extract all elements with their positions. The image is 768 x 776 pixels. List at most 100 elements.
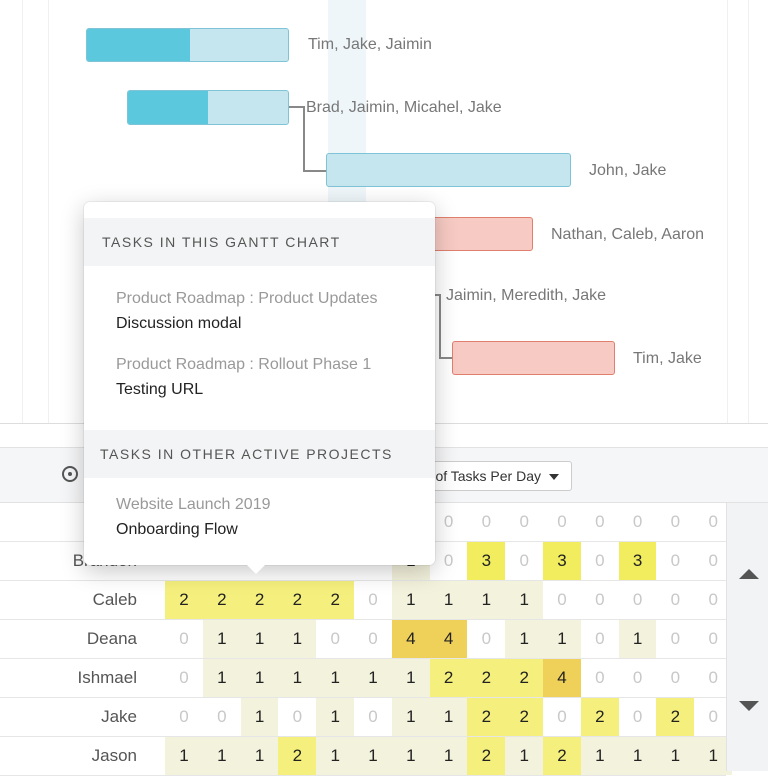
workload-cell[interactable]: 1: [429, 581, 468, 619]
workload-cell[interactable]: 1: [391, 659, 430, 697]
workload-cell[interactable]: 0: [618, 698, 657, 736]
workload-cell[interactable]: 1: [505, 581, 544, 619]
scroll-down-icon[interactable]: [739, 701, 759, 711]
workload-cell[interactable]: 1: [505, 737, 544, 775]
workload-cell[interactable]: 0: [618, 581, 657, 619]
add-circle-icon[interactable]: [62, 466, 78, 482]
workload-cell[interactable]: 0: [618, 503, 657, 541]
workload-cell[interactable]: 1: [391, 581, 430, 619]
workload-cell[interactable]: 0: [656, 620, 695, 658]
workload-cell[interactable]: 0: [202, 698, 241, 736]
workload-cell[interactable]: 0: [656, 659, 695, 697]
workload-cell[interactable]: 0: [580, 620, 619, 658]
workload-cell[interactable]: 0: [694, 542, 733, 580]
workload-cell[interactable]: 1: [202, 737, 241, 775]
workload-cell[interactable]: 2: [278, 737, 317, 775]
workload-cell[interactable]: 1: [165, 737, 203, 775]
workload-cell[interactable]: 1: [618, 737, 657, 775]
gantt-bar[interactable]: [86, 28, 289, 62]
gantt-bar[interactable]: [127, 90, 289, 125]
workload-cell[interactable]: 1: [429, 737, 468, 775]
workload-cell[interactable]: 0: [354, 620, 392, 658]
gantt-bar[interactable]: [452, 341, 615, 375]
workload-cell[interactable]: 3: [467, 542, 506, 580]
workload-cell[interactable]: 2: [467, 737, 506, 775]
gantt-bar[interactable]: [326, 153, 571, 187]
workload-cell[interactable]: 0: [354, 581, 392, 619]
workload-cell[interactable]: 0: [543, 698, 581, 736]
workload-cell[interactable]: 1: [202, 659, 241, 697]
workload-cell[interactable]: 1: [391, 737, 430, 775]
workload-cell[interactable]: 2: [429, 659, 468, 697]
workload-cell[interactable]: 0: [505, 503, 544, 541]
workload-cell[interactable]: 0: [694, 659, 733, 697]
workload-cell[interactable]: 1: [467, 581, 506, 619]
workload-cell[interactable]: 1: [316, 659, 355, 697]
workload-cell[interactable]: 0: [165, 620, 203, 658]
workload-cell[interactable]: 4: [391, 620, 430, 658]
workload-cell[interactable]: 0: [429, 503, 468, 541]
workload-cell[interactable]: 1: [240, 737, 279, 775]
workload-cell[interactable]: 2: [202, 581, 241, 619]
workload-cell[interactable]: 2: [240, 581, 279, 619]
workload-cell[interactable]: 1: [656, 737, 695, 775]
workload-cell[interactable]: 0: [429, 542, 468, 580]
workload-cell[interactable]: 0: [618, 659, 657, 697]
workload-cell[interactable]: 1: [505, 620, 544, 658]
workload-cell[interactable]: 2: [467, 659, 506, 697]
workload-cell[interactable]: 1: [240, 698, 279, 736]
gantt-bar[interactable]: [420, 217, 533, 251]
workload-cell[interactable]: 1: [240, 620, 279, 658]
workload-cell[interactable]: 0: [505, 542, 544, 580]
workload-cell[interactable]: 2: [505, 659, 544, 697]
workload-cell[interactable]: 1: [543, 620, 581, 658]
workload-cell[interactable]: 4: [543, 659, 581, 697]
workload-cell[interactable]: 0: [694, 503, 733, 541]
workload-cell[interactable]: 1: [618, 620, 657, 658]
workload-cell[interactable]: 0: [354, 698, 392, 736]
scroll-up-icon[interactable]: [739, 569, 759, 579]
workload-cell[interactable]: 0: [278, 698, 317, 736]
workload-cell[interactable]: 1: [354, 659, 392, 697]
workload-cell[interactable]: 4: [429, 620, 468, 658]
workload-cell[interactable]: 2: [656, 698, 695, 736]
workload-cell[interactable]: 1: [240, 659, 279, 697]
workload-cell[interactable]: 1: [316, 698, 355, 736]
workload-cell[interactable]: 2: [278, 581, 317, 619]
workload-cell[interactable]: 0: [694, 581, 733, 619]
workload-cell[interactable]: 3: [543, 542, 581, 580]
workload-cell[interactable]: 0: [656, 581, 695, 619]
workload-cell[interactable]: 0: [580, 542, 619, 580]
workload-cell[interactable]: 2: [165, 581, 203, 619]
workload-cell[interactable]: 0: [580, 581, 619, 619]
workload-cell[interactable]: 0: [694, 620, 733, 658]
workload-cell[interactable]: 1: [354, 737, 392, 775]
workload-cell[interactable]: 0: [543, 503, 581, 541]
workload-cell[interactable]: 0: [580, 659, 619, 697]
workload-cell[interactable]: 1: [429, 698, 468, 736]
workload-cell[interactable]: 0: [694, 698, 733, 736]
workload-cell[interactable]: 2: [543, 737, 581, 775]
workload-cell[interactable]: 0: [316, 620, 355, 658]
workload-cell[interactable]: 2: [505, 698, 544, 736]
workload-cell[interactable]: 2: [467, 698, 506, 736]
workload-cell[interactable]: 0: [543, 581, 581, 619]
workload-cell[interactable]: 0: [467, 503, 506, 541]
tasks-per-day-dropdown[interactable]: of Tasks Per Day: [412, 461, 572, 491]
workload-cell[interactable]: 3: [618, 542, 657, 580]
popup-item-task[interactable]: Testing URL: [116, 381, 204, 398]
workload-cell[interactable]: 0: [467, 620, 506, 658]
workload-cell[interactable]: 1: [202, 620, 241, 658]
popup-item-task[interactable]: Onboarding Flow: [116, 521, 238, 538]
workload-cell[interactable]: 0: [656, 503, 695, 541]
workload-cell[interactable]: 0: [165, 698, 203, 736]
workload-cell[interactable]: 2: [580, 698, 619, 736]
workload-cell[interactable]: 0: [656, 542, 695, 580]
workload-cell[interactable]: 1: [694, 737, 733, 775]
workload-cell[interactable]: 1: [391, 698, 430, 736]
workload-cell[interactable]: 1: [316, 737, 355, 775]
workload-cell[interactable]: 1: [278, 620, 317, 658]
workload-cell[interactable]: 2: [316, 581, 355, 619]
workload-cell[interactable]: 1: [278, 659, 317, 697]
popup-item-task[interactable]: Discussion modal: [116, 315, 242, 332]
